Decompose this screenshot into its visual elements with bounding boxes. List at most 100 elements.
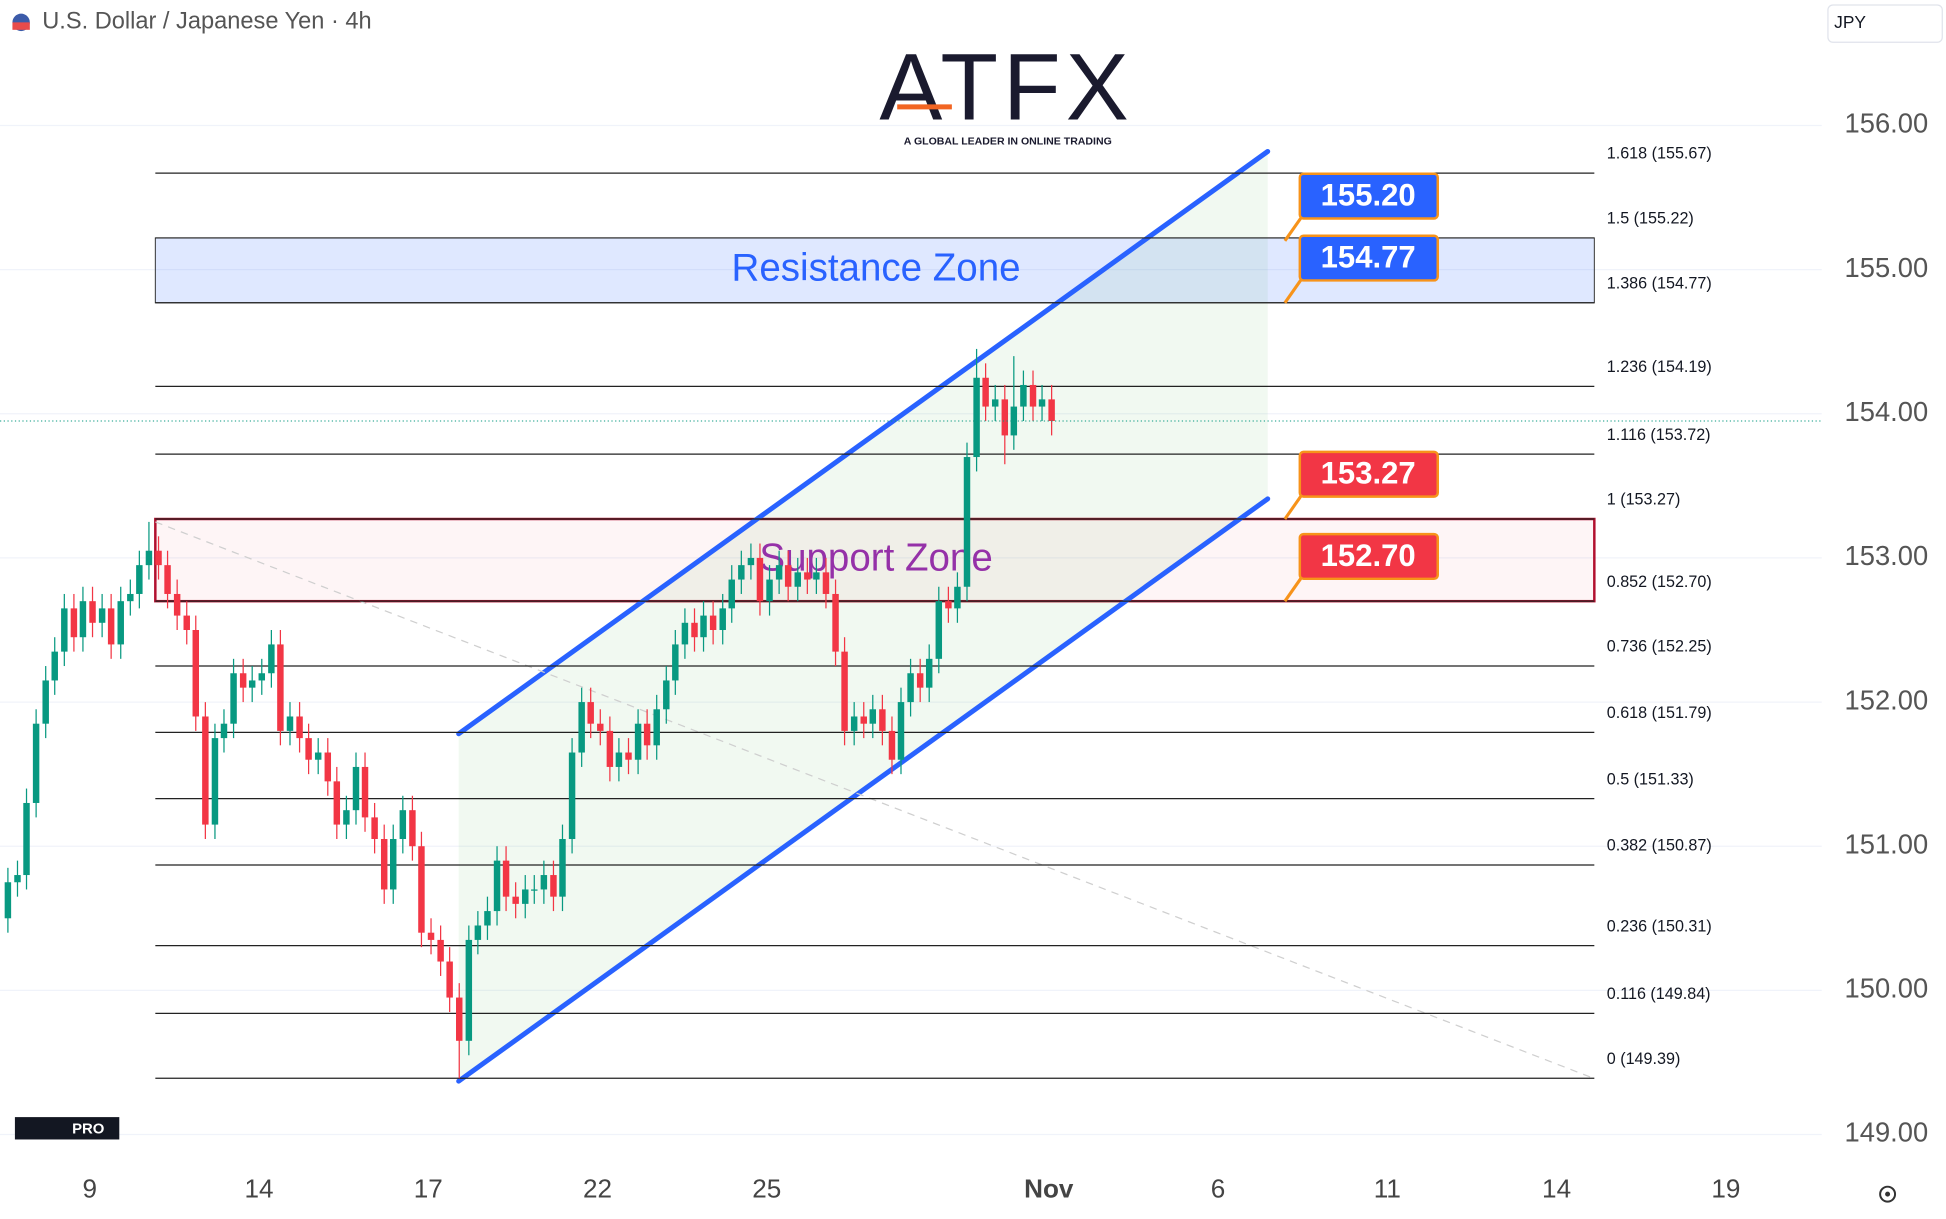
candle-body	[1048, 399, 1055, 421]
candle-body	[371, 817, 378, 840]
candle-body	[192, 630, 200, 717]
candle-body	[361, 766, 369, 818]
candle-body	[860, 716, 867, 724]
fib-label: 0.116 (149.84)	[1607, 985, 1711, 1003]
candle-body	[1020, 384, 1027, 407]
fib-label: 0.382 (150.87)	[1607, 837, 1712, 855]
candle-body	[766, 579, 773, 602]
price-tag-label: 154.77	[1321, 240, 1416, 275]
fib-label: 0.736 (152.25)	[1607, 638, 1712, 656]
y-tick-label: 154.00	[1845, 396, 1929, 427]
candle-body	[202, 716, 209, 825]
candle-body	[258, 673, 266, 681]
candle-body	[653, 709, 660, 746]
settings-icon[interactable]	[1885, 1191, 1891, 1197]
candle-body	[268, 644, 275, 674]
candle-body	[531, 889, 538, 891]
candle-body	[314, 752, 322, 760]
candle-body	[747, 557, 755, 566]
currency[interactable]: JPY	[1834, 12, 1866, 32]
candle-body	[23, 802, 30, 876]
candle-body	[869, 709, 877, 724]
candle-body	[14, 875, 21, 883]
candle-body	[945, 601, 952, 609]
candle-body	[615, 752, 623, 767]
candle-body	[738, 565, 745, 580]
candle-body	[220, 723, 228, 739]
logo-tagline: A GLOBAL LEADER IN ONLINE TRADING	[904, 135, 1112, 147]
candle-body	[907, 673, 914, 703]
candle-body	[456, 997, 463, 1041]
candle-body	[32, 723, 40, 803]
candle-body	[1001, 399, 1009, 436]
x-tick-label: 9	[82, 1173, 97, 1203]
candle-body	[925, 658, 933, 688]
y-tick-label: 153.00	[1845, 540, 1929, 571]
candle-body	[409, 810, 416, 847]
candle-body	[61, 608, 68, 652]
candle-body	[484, 911, 491, 926]
x-tick-label: 22	[583, 1173, 612, 1203]
candle-body	[1038, 399, 1046, 407]
y-tick-label: 150.00	[1845, 973, 1929, 1004]
candle-body	[352, 766, 360, 811]
currency-box[interactable]	[1827, 4, 1943, 43]
channel-fill	[458, 151, 1268, 1082]
candle-body	[841, 651, 848, 731]
axes: 149.00 150.00 151.00 152.00 153.00 154.00 155.…	[82, 108, 1928, 1204]
logo: ATFX	[879, 35, 1133, 140]
candle-body	[136, 565, 143, 594]
candle-body	[719, 608, 726, 631]
tag-pointer	[1283, 277, 1304, 304]
candle-body	[606, 730, 614, 767]
candle-body	[98, 608, 106, 623]
candle-body	[813, 572, 820, 580]
y-tick-label: 149.00	[1845, 1117, 1929, 1148]
grid	[0, 124, 1822, 1136]
candle-body	[634, 723, 642, 760]
tag-pointer	[1283, 575, 1304, 603]
x-tick-label: 14	[1542, 1173, 1571, 1203]
candle-body	[954, 586, 961, 609]
fib-label: 1.116 (153.72)	[1607, 426, 1711, 444]
x-tick-label: 6	[1211, 1173, 1226, 1203]
price-tag-label: 152.70	[1321, 538, 1416, 573]
chart-title: U.S. Dollar / Japanese Yen · 4h	[42, 9, 371, 35]
candle-body	[380, 839, 388, 890]
candle-body	[550, 875, 557, 897]
candle-body	[1029, 384, 1037, 407]
trend-line	[155, 521, 1595, 1080]
candle-body	[775, 565, 783, 580]
candle-body	[155, 550, 162, 566]
y-tick-label: 156.00	[1845, 108, 1929, 139]
candle-body	[343, 810, 350, 825]
settings-icon[interactable]	[1879, 1185, 1897, 1203]
candle-body	[625, 752, 632, 760]
candle-body	[879, 709, 886, 731]
x-tick-label: 25	[752, 1173, 781, 1203]
candle-body	[691, 622, 698, 638]
x-tick-label: 14	[244, 1173, 273, 1203]
price-tag	[1298, 234, 1439, 282]
candle-body	[70, 608, 78, 638]
candle-body	[784, 565, 792, 587]
tag-pointer	[1283, 493, 1304, 520]
candle-body	[578, 702, 585, 753]
candle-body	[211, 738, 219, 825]
candle-body	[145, 550, 153, 566]
candle-body	[127, 593, 134, 602]
candle-body	[672, 644, 679, 681]
price-tags: 155.20 154.77 153.27 152.70	[1283, 172, 1439, 603]
candle-body	[522, 889, 529, 904]
fib-label: 0.236 (150.31)	[1607, 917, 1712, 935]
candle-body	[502, 860, 510, 897]
candle-body	[681, 622, 689, 645]
candle-body	[512, 896, 519, 904]
candle-body	[183, 615, 190, 631]
candle-body	[700, 615, 707, 638]
channel-line	[456, 496, 1271, 1084]
price-tag-label: 155.20	[1321, 178, 1416, 213]
candle-body	[79, 601, 87, 638]
